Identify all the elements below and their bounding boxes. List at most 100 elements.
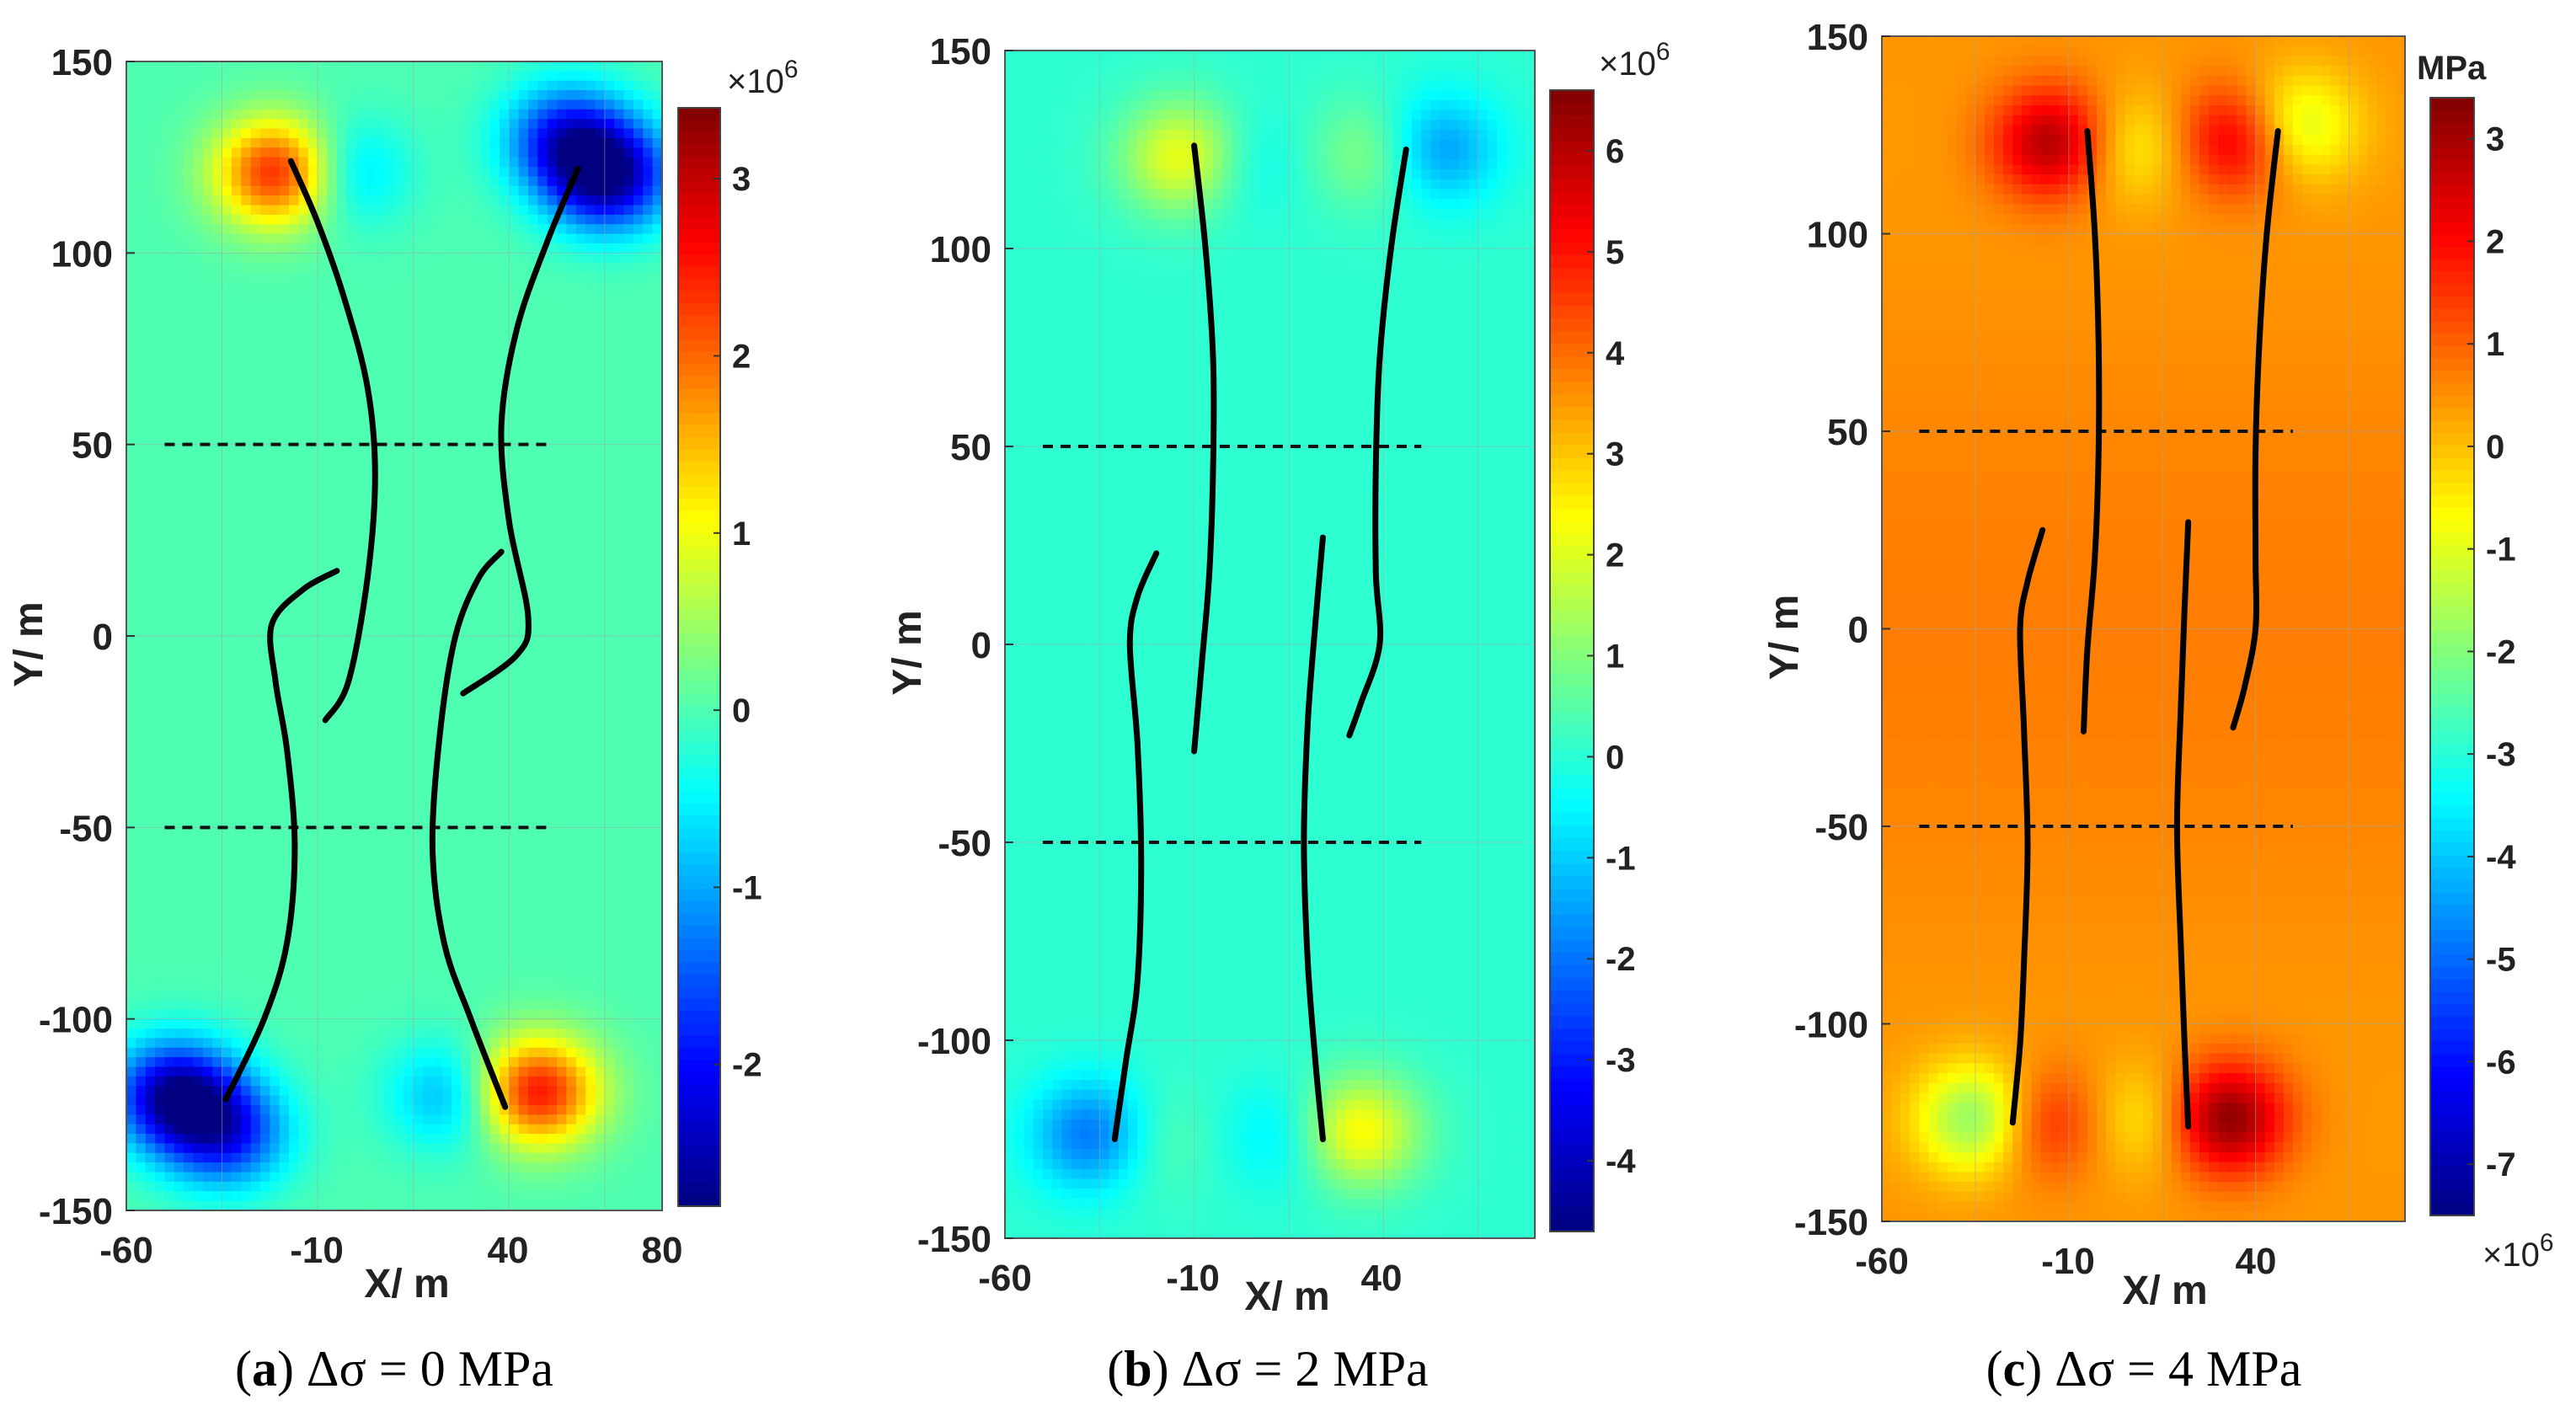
colorbar-tick-label: 3 — [2486, 121, 2504, 158]
colorbar-exponent-power: 6 — [1656, 38, 1670, 66]
colorbar-tick-label: 4 — [1606, 335, 1625, 372]
xtick-label: -10 — [2041, 1241, 2095, 1282]
colorbar-tick-label: -1 — [2486, 532, 2516, 569]
ytick-label: -50 — [59, 808, 113, 849]
colorbar-tick-label: -2 — [1606, 941, 1636, 978]
colorbar-frame — [1549, 89, 1595, 1232]
caption-text: Δσ = 2 MPa — [1182, 1341, 1429, 1397]
crack-right-upper — [1346, 147, 1409, 739]
colorbar-tick-label: 0 — [1606, 739, 1624, 776]
colorbar-tick-label: 1 — [732, 516, 751, 553]
colorbar-tick-label: -4 — [2486, 839, 2516, 876]
ytick-label: 0 — [1848, 610, 1868, 651]
caption-paren-close: ) — [277, 1341, 307, 1397]
ytick-label: -150 — [917, 1219, 991, 1260]
ytick-label: 50 — [1827, 412, 1868, 453]
x-axis-label: X/ m — [364, 1262, 449, 1306]
crack-upper-left — [287, 158, 378, 724]
xtick-label: -10 — [290, 1230, 344, 1271]
xtick-label: 80 — [642, 1230, 683, 1271]
colorbar-exponent-base: ×10 — [1599, 45, 1656, 83]
colorbar-tick-label: -7 — [2486, 1146, 2516, 1183]
colorbar-tick-label: -6 — [2486, 1044, 2516, 1081]
ytick-label: 0 — [93, 617, 113, 658]
colorbar: 3 2 1 0 -1 -2 ×106 — [677, 56, 799, 1207]
colorbar-tick-label: 2 — [2486, 223, 2504, 260]
xtick-label: 40 — [1361, 1258, 1403, 1299]
colorbar-tick-label: 3 — [732, 161, 751, 198]
caption-label: b — [1124, 1341, 1152, 1397]
caption-text: Δσ = 4 MPa — [2055, 1341, 2301, 1397]
colorbar-tick-label: 2 — [732, 338, 751, 375]
xtick-label: 40 — [2236, 1241, 2277, 1282]
colorbar-tick-label: 1 — [1606, 638, 1624, 676]
ytick-label: 100 — [51, 233, 113, 275]
colorbar-tick-label: 5 — [1606, 234, 1624, 271]
y-axis-label: Y/ m — [7, 601, 51, 686]
caption-label: a — [252, 1341, 277, 1397]
ytick-label: -100 — [1794, 1005, 1868, 1046]
colorbar-tick-label: -5 — [2486, 942, 2516, 979]
colorbar-exponent-base: ×10 — [727, 63, 784, 100]
caption-label: c — [2003, 1341, 2026, 1397]
colorbar-tick-label: -1 — [1606, 840, 1636, 877]
colorbar-exponent-base: ×10 — [2482, 1237, 2540, 1274]
colorbar-tick-label: -3 — [2486, 736, 2516, 773]
colorbar-exponent: ×106 — [1599, 38, 1670, 83]
colorbar-tick-label: 2 — [1606, 537, 1624, 574]
ytick-label: 50 — [72, 425, 113, 467]
caption-text: Δσ = 0 MPa — [307, 1341, 553, 1397]
crack-right-lower — [2173, 519, 2192, 1130]
ytick-label: -50 — [1814, 807, 1868, 848]
xtick-label: -60 — [978, 1258, 1032, 1299]
crack-mid-right — [429, 548, 509, 1110]
colorbar-tick-label: -3 — [1606, 1042, 1636, 1079]
y-axis-label: Y/ m — [885, 610, 930, 695]
ytick-label: -100 — [917, 1021, 991, 1062]
colorbar-exponent: ×106 — [2482, 1229, 2554, 1274]
panel-caption: (b) Δσ = 2 MPa — [1107, 1341, 1428, 1397]
y-axis-label: Y/ m — [1762, 595, 1807, 680]
crack-left-upper — [2081, 128, 2103, 735]
crack-upper-right — [460, 165, 581, 697]
colorbar-frame — [2429, 97, 2475, 1216]
xtick-label: -60 — [99, 1230, 153, 1271]
ytick-label: -150 — [1794, 1202, 1868, 1243]
colorbar-unit: MPa — [2417, 50, 2487, 87]
colorbar-tick-label: 3 — [1606, 436, 1624, 473]
ytick-label: 50 — [950, 427, 991, 468]
ytick-label: -100 — [39, 1000, 113, 1041]
colorbar-frame — [677, 107, 721, 1207]
colorbar-tick-label: -4 — [1606, 1143, 1636, 1180]
crack-right-lower — [1301, 534, 1326, 1142]
ytick-label: 150 — [1807, 17, 1868, 58]
crack-left-upper — [1191, 142, 1217, 755]
colorbar-tick-label: 0 — [2486, 429, 2504, 466]
colorbar-tick-label: 1 — [2486, 326, 2504, 363]
xtick-label: -10 — [1166, 1258, 1220, 1299]
x-axis-label: X/ m — [1244, 1274, 1329, 1319]
crack-left-lower — [2009, 526, 2046, 1126]
crack-left-lower — [1111, 550, 1160, 1142]
x-axis-label: X/ m — [2122, 1269, 2207, 1313]
colorbar: 3 2 1 0 -1 -2 -3 -4 -5 -6 -7 ×106 MPa — [2417, 50, 2554, 1274]
ytick-label: 100 — [930, 229, 991, 270]
colorbar-tick-label: -1 — [732, 869, 762, 906]
crack-mid-left — [222, 568, 340, 1103]
colorbar-tick-label: 6 — [1606, 133, 1624, 170]
colorbar-exponent-power: 6 — [2540, 1229, 2554, 1257]
caption-paren-open: ( — [235, 1341, 252, 1397]
caption-paren-close: ) — [2025, 1341, 2055, 1397]
colorbar-exponent-power: 6 — [784, 56, 799, 83]
ytick-label: -150 — [39, 1191, 113, 1232]
stress-field — [1882, 36, 2406, 1222]
colorbar-exponent: ×106 — [727, 56, 799, 100]
xtick-label: 40 — [488, 1230, 529, 1271]
colorbar-tick-label: 0 — [732, 692, 751, 729]
caption-paren-open: ( — [1107, 1341, 1124, 1397]
ytick-label: 150 — [930, 31, 991, 72]
